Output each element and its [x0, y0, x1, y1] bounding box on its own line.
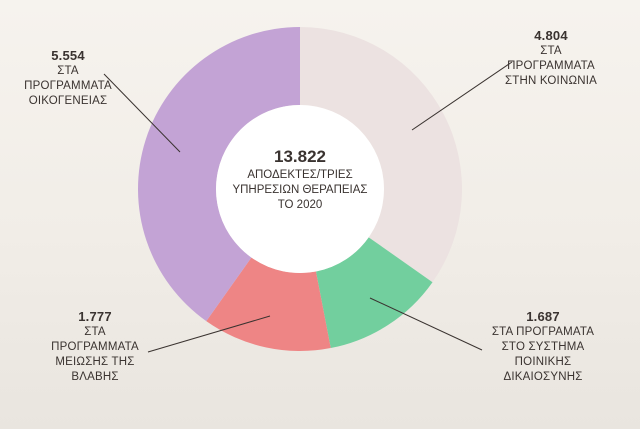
donut-hole	[216, 105, 384, 273]
leader-line-justice	[369, 297, 483, 351]
slice-value-community: 4.804	[534, 28, 568, 43]
slice-text-community: ΣΤΑ ΠΡΟΓΡΑΜΜΑΤΑ ΣΤΗΝ ΚΟΙΝΩΝΙΑ	[504, 45, 598, 87]
slice-text-justice: ΣΤΑ ΠΡΟΓΡΑΜΑΤΑ ΣΤΟ ΣΥΣΤΗΜΑ ΠΟΙΝΙΚΗΣ ΔΙΚΑ…	[491, 326, 595, 383]
slice-label-harm: 1.777 ΣΤΑ ΠΡΟΓΡΑΜΜΑΤΑ ΜΕΙΩΣΗΣ ΤΗΣ ΒΛΑΒΗΣ	[30, 308, 160, 385]
slice-label-justice: 1.687 ΣΤΑ ΠΡΟΓΡΑΜΑΤΑ ΣΤΟ ΣΥΣΤΗΜΑ ΠΟΙΝΙΚΗ…	[473, 308, 613, 385]
leader-line-community	[411, 61, 513, 131]
slice-value-family: 5.554	[51, 48, 85, 63]
slice-text-harm: ΣΤΑ ΠΡΟΓΡΑΜΜΑΤΑ ΜΕΙΩΣΗΣ ΤΗΣ ΒΛΑΒΗΣ	[51, 326, 139, 383]
center-caption: ΑΠΟΔΕΚΤΕΣ/ΤΡΙΕΣ ΥΠΗΡΕΣΙΩΝ ΘΕΡΑΠΕΙΑΣ ΤΟ 2…	[232, 169, 368, 211]
slice-family	[138, 27, 300, 322]
slice-value-harm: 1.777	[78, 309, 112, 324]
slice-harm	[206, 257, 331, 351]
slice-label-community: 4.804 ΣΤΑ ΠΡΟΓΡΑΜΜΑΤΑ ΣΤΗΝ ΚΟΙΝΩΝΙΑ	[486, 27, 616, 89]
slice-justice	[315, 237, 433, 349]
slice-community	[300, 27, 462, 283]
slice-value-justice: 1.687	[526, 309, 560, 324]
leader-line-family	[103, 73, 181, 153]
slice-text-family: ΣΤΑ ΠΡΟΓΡΑΜΜΑΤΑ ΟΙΚΟΓΕΝΕΙΑΣ	[24, 65, 112, 107]
slice-label-family: 5.554 ΣΤΑ ΠΡΟΓΡΑΜΜΑΤΑ ΟΙΚΟΓΕΝΕΙΑΣ	[8, 47, 128, 109]
leader-line-harm	[147, 315, 271, 353]
center-total: 13.822	[274, 147, 326, 166]
chart-center: 13.822 ΑΠΟΔΕΚΤΕΣ/ΤΡΙΕΣ ΥΠΗΡΕΣΙΩΝ ΘΕΡΑΠΕΙ…	[232, 146, 368, 213]
